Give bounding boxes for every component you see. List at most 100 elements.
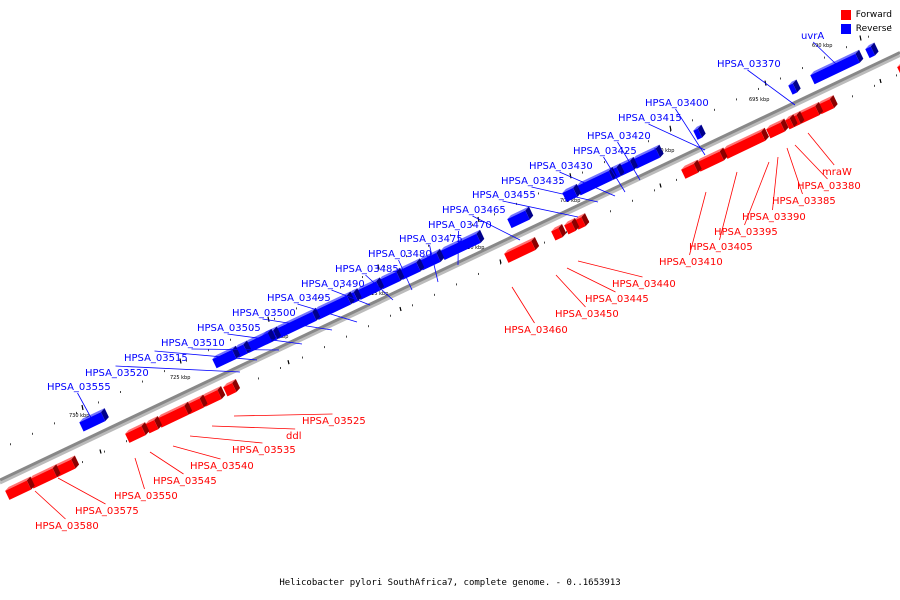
forward-gene-label-leader xyxy=(786,147,803,195)
forward-gene-label[interactable]: mraW xyxy=(822,167,852,178)
forward-gene[interactable] xyxy=(766,118,789,139)
gene-front-face xyxy=(504,240,536,263)
forward-gene-label-leader xyxy=(34,490,66,520)
forward-gene[interactable] xyxy=(504,236,540,263)
gene-front-face xyxy=(418,252,441,271)
reverse-gene-label[interactable]: HPSA_03520 xyxy=(85,368,149,379)
reverse-gene[interactable] xyxy=(378,267,405,290)
reverse-gene[interactable] xyxy=(356,277,385,300)
forward-gene-label[interactable]: HPSA_03405 xyxy=(689,242,753,253)
reverse-gene-label[interactable]: HPSA_03505 xyxy=(197,323,261,334)
reverse-gene-label[interactable]: HPSA_03425 xyxy=(573,146,637,157)
reverse-gene-label-leader xyxy=(457,230,459,266)
gene-side-face xyxy=(815,102,824,116)
forward-gene-label[interactable]: ddl xyxy=(286,431,301,442)
gene-side-face xyxy=(396,267,405,281)
reverse-gene-label[interactable]: HPSA_03555 xyxy=(47,382,111,393)
forward-gene-label[interactable]: HPSA_03525 xyxy=(302,416,366,427)
forward-gene[interactable] xyxy=(551,224,567,241)
forward-gene-label-leader xyxy=(211,425,296,430)
forward-gene-label[interactable]: HPSA_03445 xyxy=(585,294,649,305)
minor-tick-dot xyxy=(736,98,737,101)
forward-gene-label[interactable]: HPSA_03575 xyxy=(75,506,139,517)
forward-gene-label[interactable]: HPSA_03410 xyxy=(659,257,723,268)
forward-gene[interactable] xyxy=(29,464,61,489)
reverse-gene[interactable] xyxy=(79,408,109,432)
gene-top-face xyxy=(244,328,272,345)
gene-side-face xyxy=(312,307,321,321)
reverse-gene-label[interactable]: HPSA_03500 xyxy=(232,308,296,319)
gene-front-face xyxy=(897,65,900,74)
minor-tick-dot xyxy=(362,276,363,279)
reverse-gene-label[interactable]: HPSA_03435 xyxy=(501,176,565,187)
reverse-gene[interactable] xyxy=(440,229,485,260)
reverse-gene[interactable] xyxy=(418,248,445,271)
forward-gene-label[interactable]: HPSA_03450 xyxy=(555,309,619,320)
reverse-gene[interactable] xyxy=(562,183,582,203)
forward-gene[interactable] xyxy=(785,114,798,130)
gene-labels: uvrA HPSA_03370 HPSA_03400 HPSA_03415 HPSA_0… xyxy=(34,31,861,532)
forward-gene[interactable] xyxy=(723,127,769,159)
forward-gene-label[interactable]: HPSA_03545 xyxy=(153,476,217,487)
forward-gene[interactable] xyxy=(696,147,728,172)
forward-gene-label[interactable]: HPSA_03540 xyxy=(190,461,254,472)
reverse-gene[interactable] xyxy=(693,124,706,140)
reverse-gene-label[interactable]: HPSA_03475 xyxy=(399,234,463,245)
reverse-gene-label-leader xyxy=(331,289,371,306)
forward-gene[interactable] xyxy=(681,159,702,179)
reverse-gene-label[interactable]: HPSA_03480 xyxy=(368,249,432,260)
reverse-gene-label[interactable]: HPSA_03485 xyxy=(335,264,399,275)
gene-front-face xyxy=(562,187,578,203)
reverse-gene[interactable] xyxy=(398,258,425,280)
reverse-gene-label[interactable]: HPSA_03515 xyxy=(124,353,188,364)
reverse-gene[interactable] xyxy=(788,79,801,95)
forward-gene-label[interactable]: HPSA_03460 xyxy=(504,325,568,336)
forward-gene[interactable] xyxy=(125,422,150,443)
reverse-gene[interactable] xyxy=(507,206,534,229)
gene-front-face xyxy=(244,332,273,354)
gene-side-face xyxy=(154,416,163,430)
gene-side-face xyxy=(232,378,241,393)
forward-gene-label[interactable]: HPSA_03580 xyxy=(35,521,99,532)
gene-top-face xyxy=(507,206,529,220)
reverse-gene[interactable] xyxy=(810,49,864,85)
reverse-gene[interactable] xyxy=(632,144,664,169)
reverse-gene-label[interactable]: HPSA_03370 xyxy=(717,59,781,70)
reverse-gene-label[interactable]: HPSA_03430 xyxy=(529,161,593,172)
reverse-gene-label[interactable]: HPSA_03420 xyxy=(587,131,651,142)
gene-top-face xyxy=(440,229,481,251)
kbp-tick-label: 730 kbp xyxy=(69,413,89,419)
gene-front-face xyxy=(576,170,614,196)
reverse-gene[interactable] xyxy=(576,166,617,196)
reverse-gene[interactable] xyxy=(244,328,276,354)
reverse-gene-label[interactable]: HPSA_03510 xyxy=(161,338,225,349)
reverse-gene-label[interactable]: HPSA_03495 xyxy=(267,293,331,304)
forward-gene[interactable] xyxy=(157,401,193,428)
forward-gene[interactable] xyxy=(897,55,900,77)
forward-gene-label[interactable]: HPSA_03440 xyxy=(612,279,676,290)
reverse-gene-label[interactable]: HPSA_03415 xyxy=(618,113,682,124)
minor-tick-dot xyxy=(852,95,853,98)
reverse-gene-label[interactable]: uvrA xyxy=(801,31,824,42)
gene-front-face xyxy=(29,468,57,489)
reverse-gene-label[interactable]: HPSA_03400 xyxy=(645,98,709,109)
forward-gene[interactable] xyxy=(223,378,241,397)
forward-gene[interactable] xyxy=(5,476,35,500)
reverse-gene-label-leader xyxy=(77,392,96,426)
reverse-gene-label[interactable]: HPSA_03470 xyxy=(428,220,492,231)
reverse-gene-label[interactable]: HPSA_03465 xyxy=(442,205,506,216)
forward-gene-label[interactable]: HPSA_03385 xyxy=(772,196,836,207)
forward-gene-label[interactable]: HPSA_03390 xyxy=(742,212,806,223)
forward-gene-label[interactable]: HPSA_03535 xyxy=(232,445,296,456)
reverse-gene-label-leader xyxy=(262,318,333,331)
forward-gene-label[interactable]: HPSA_03380 xyxy=(797,181,861,192)
forward-gene-label[interactable]: HPSA_03395 xyxy=(714,227,778,238)
reverse-gene-label[interactable]: HPSA_03490 xyxy=(301,279,365,290)
reverse-gene[interactable] xyxy=(274,307,321,339)
gene-front-face xyxy=(314,295,352,320)
forward-gene-label[interactable]: HPSA_03550 xyxy=(114,491,178,502)
forward-gene[interactable] xyxy=(564,217,580,235)
reverse-gene-label[interactable]: HPSA_03455 xyxy=(472,190,536,201)
reverse-gene[interactable] xyxy=(865,42,879,59)
gene-front-face xyxy=(696,151,724,172)
